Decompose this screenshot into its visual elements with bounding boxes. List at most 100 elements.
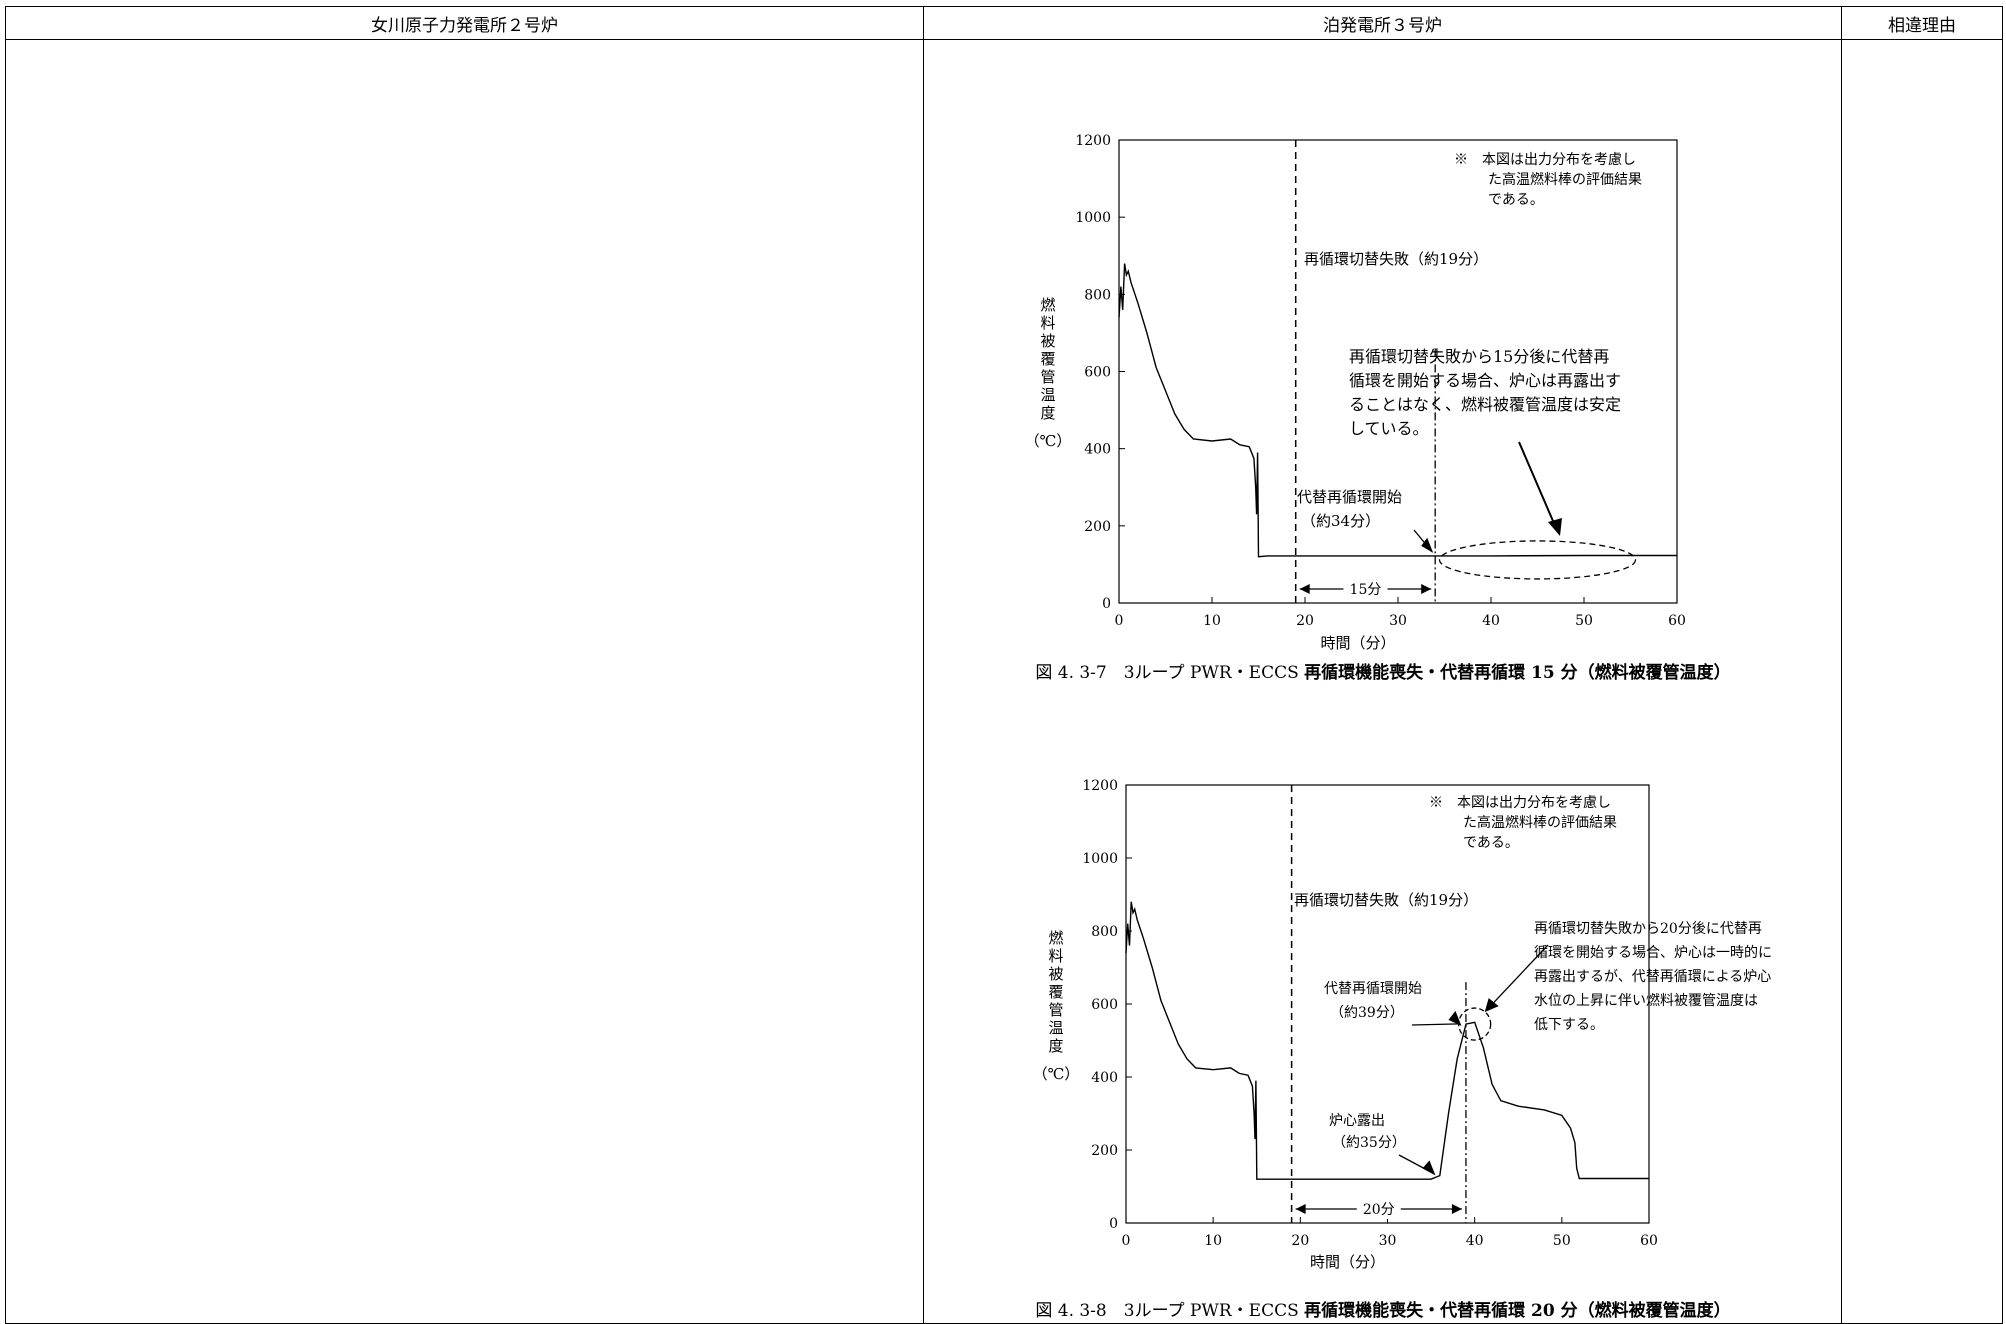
gap-arrow-head-right	[1421, 584, 1432, 594]
y-axis-label-char: 燃	[1048, 929, 1063, 947]
caption-prefix: 図 4. 3-7 3ループ PWR・ECCS	[1035, 663, 1305, 683]
x-tick-label: 60	[1668, 613, 1686, 629]
caption-main: 再循環機能喪失・代替再循環 20 分（燃料被覆管温度）	[1304, 1301, 1731, 1321]
x-tick-label: 60	[1640, 1233, 1658, 1249]
cladding-temperature-line	[1118, 263, 1677, 558]
y-tick-label: 1000	[1075, 210, 1111, 226]
figure-note-line: た高温燃料棒の評価結果	[1463, 814, 1617, 831]
recirc-fail-annotation: 再循環切替失敗（約19分）	[1294, 891, 1478, 909]
x-tick-label: 10	[1204, 1233, 1222, 1249]
alt-recirc-start-annotation: 代替再循環開始	[1324, 981, 1422, 997]
gap-label-bg	[1356, 1199, 1401, 1219]
y-axis-unit: （℃）	[1025, 432, 1072, 450]
cell-onagawa	[5, 39, 924, 1324]
x-tick-label: 0	[1122, 1233, 1131, 1249]
content-row: 0 200 400 600 800 1000 1200 0 10 20 30 40 50 60 時間（分）燃…	[5, 39, 2003, 1324]
figure-note-line: である。	[1463, 835, 1519, 851]
alt-recirc-start-time: （約34分）	[1301, 512, 1380, 530]
header-row: 女川原子力発電所２号炉 泊発電所３号炉 相違理由	[5, 6, 2003, 40]
y-axis-label-char: 温	[1040, 386, 1055, 404]
y-tick-label: 600	[1084, 365, 1111, 381]
exposure-arrow-head	[1422, 1160, 1436, 1176]
start-arrow-line	[1411, 1023, 1460, 1026]
gap-arrow-head-left	[1295, 1204, 1306, 1214]
x-axis-label: 時間（分）	[1320, 634, 1395, 652]
y-tick-label: 800	[1084, 287, 1111, 303]
y-axis-label-char: 被	[1048, 965, 1063, 983]
y-axis-label-char: 料	[1040, 314, 1055, 332]
description-line: ることはなく、燃料被覆管温度は安定	[1349, 395, 1621, 414]
x-tick-label: 30	[1379, 1233, 1397, 1249]
y-tick-label: 1200	[1082, 778, 1118, 794]
x-axis-label: 時間（分）	[1310, 1253, 1385, 1271]
caption-fig-4-3-7: 図 4. 3-7 3ループ PWR・ECCS 再循環機能喪失・代替再循環 15 …	[924, 658, 1842, 683]
description-line: 循環を開始する場合、炉心は再露出す	[1349, 371, 1621, 390]
x-tick-label: 30	[1389, 613, 1407, 629]
desc-arrow-line	[1518, 441, 1557, 529]
x-tick-label: 20	[1291, 1233, 1309, 1249]
desc-arrow-line	[1486, 944, 1549, 1011]
x-tick-label: 40	[1482, 613, 1500, 629]
y-tick-label: 1000	[1082, 851, 1118, 867]
description-line: 再露出するが、代替再循環による炉心	[1534, 969, 1771, 985]
alt-recirc-start-annotation: 代替再循環開始	[1297, 488, 1402, 506]
description-line: している。	[1349, 419, 1429, 438]
gap-arrow-head-right	[1451, 1204, 1462, 1214]
y-tick-label: 200	[1084, 519, 1111, 535]
x-tick-label: 10	[1203, 613, 1221, 629]
cell-reason	[1841, 39, 2003, 1324]
y-axis-label-char: 燃	[1040, 296, 1055, 314]
y-tick-label: 800	[1091, 924, 1118, 940]
y-axis-label-char: 管	[1048, 1001, 1063, 1019]
figure-note-line: である。	[1488, 192, 1544, 208]
alt-recirc-start-time: （約39分）	[1330, 1005, 1404, 1021]
caption-prefix: 図 4. 3-8 3ループ PWR・ECCS	[1035, 1301, 1305, 1321]
caption-fig-4-3-8: 図 4. 3-8 3ループ PWR・ECCS 再循環機能喪失・代替再循環 20 …	[924, 1296, 1842, 1321]
y-tick-label: 1200	[1075, 133, 1111, 149]
description-line: 水位の上昇に伴い燃料被覆管温度は	[1534, 992, 1758, 1009]
peak-circle	[1458, 1007, 1492, 1041]
y-axis-label-char: 被	[1040, 332, 1055, 350]
cell-tomari: 0 200 400 600 800 1000 1200 0 10 20 30 40 50 60 時間（分）燃…	[923, 39, 1842, 1324]
core-exposure-time: （約35分）	[1332, 1135, 1406, 1151]
y-axis-label-char: 度	[1040, 404, 1055, 422]
chart-fig-4-3-7: 0 200 400 600 800 1000 1200 0 10 20 30 40 50 60 時間（分） 燃…	[1025, 133, 1686, 652]
stable-region-ellipse	[1438, 540, 1637, 580]
x-tick-label: 0	[1115, 613, 1124, 629]
desc-arrow-head	[1548, 518, 1562, 536]
y-axis-label-char: 管	[1040, 368, 1055, 386]
y-tick-label: 400	[1084, 442, 1111, 458]
description-line: 再循環切替失敗から20分後に代替再	[1534, 921, 1762, 937]
y-tick-label: 0	[1109, 1216, 1118, 1232]
gap-label: 20分	[1363, 1202, 1395, 1218]
chart-fig-4-3-8: 0 200 400 600 800 1000 1200 0 10 20 30 40 50 60 時間（分） 燃…	[1033, 778, 1772, 1271]
figure-note-line: ※ 本図は出力分布を考慮し	[1429, 795, 1611, 811]
x-tick-label: 50	[1575, 613, 1593, 629]
y-tick-label: 600	[1091, 997, 1118, 1013]
y-tick-label: 0	[1102, 596, 1111, 612]
y-axis-label-char: 温	[1048, 1019, 1063, 1037]
cladding-temperature-line	[1125, 901, 1649, 1180]
comparison-table: 女川原子力発電所２号炉 泊発電所３号炉 相違理由 0 200 400 600 800 10…	[5, 6, 2003, 1324]
gap-label: 15分	[1350, 582, 1382, 598]
y-tick-label: 400	[1091, 1070, 1118, 1086]
figure-note-line: ※ 本図は出力分布を考慮し	[1454, 152, 1636, 168]
y-tick-label: 200	[1091, 1143, 1118, 1159]
figure-note-line: た高温燃料棒の評価結果	[1488, 171, 1642, 188]
y-axis-label-char: 覆	[1048, 983, 1063, 1001]
y-axis-label-char: 覆	[1040, 350, 1055, 368]
x-tick-label: 40	[1466, 1233, 1484, 1249]
header-onagawa: 女川原子力発電所２号炉	[5, 6, 924, 40]
x-tick-label: 20	[1296, 613, 1314, 629]
x-tick-label: 50	[1553, 1233, 1571, 1249]
gap-arrow-head-left	[1299, 584, 1310, 594]
gap-label-bg	[1343, 579, 1388, 599]
description-line: 低下する。	[1534, 1017, 1604, 1033]
y-axis-unit: （℃）	[1033, 1065, 1080, 1083]
header-reason: 相違理由	[1841, 6, 2003, 40]
start-arrow-head	[1421, 537, 1434, 553]
charts-area: 0 200 400 600 800 1000 1200 0 10 20 30 40 50 60 時間（分）燃…	[924, 40, 1842, 1323]
y-axis-label-char: 料	[1048, 947, 1063, 965]
y-axis-label-char: 度	[1048, 1037, 1063, 1055]
core-exposure-annotation: 炉心露出	[1329, 1113, 1385, 1129]
